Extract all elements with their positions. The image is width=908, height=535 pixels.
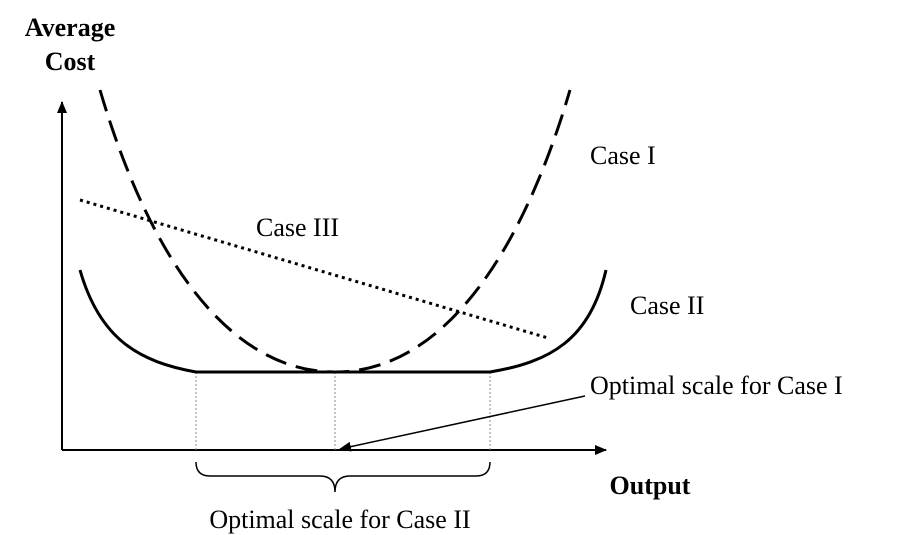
y-axis-label: Average — [25, 13, 115, 42]
case3-line — [79, 198, 549, 340]
curve-label: Case II — [630, 291, 704, 320]
case2-curve — [78, 269, 608, 374]
y-axis-label: Cost — [45, 47, 96, 76]
annotation: Optimal scale for Case I — [590, 371, 843, 400]
guide-lines — [195, 372, 491, 450]
curve-label: Case III — [256, 213, 339, 242]
curve-label: Case I — [590, 141, 656, 170]
brace — [195, 461, 491, 493]
annotation: Optimal scale for Case II — [209, 505, 470, 534]
x-axis-label: Output — [610, 471, 691, 500]
pointer-arrow — [339, 395, 586, 452]
